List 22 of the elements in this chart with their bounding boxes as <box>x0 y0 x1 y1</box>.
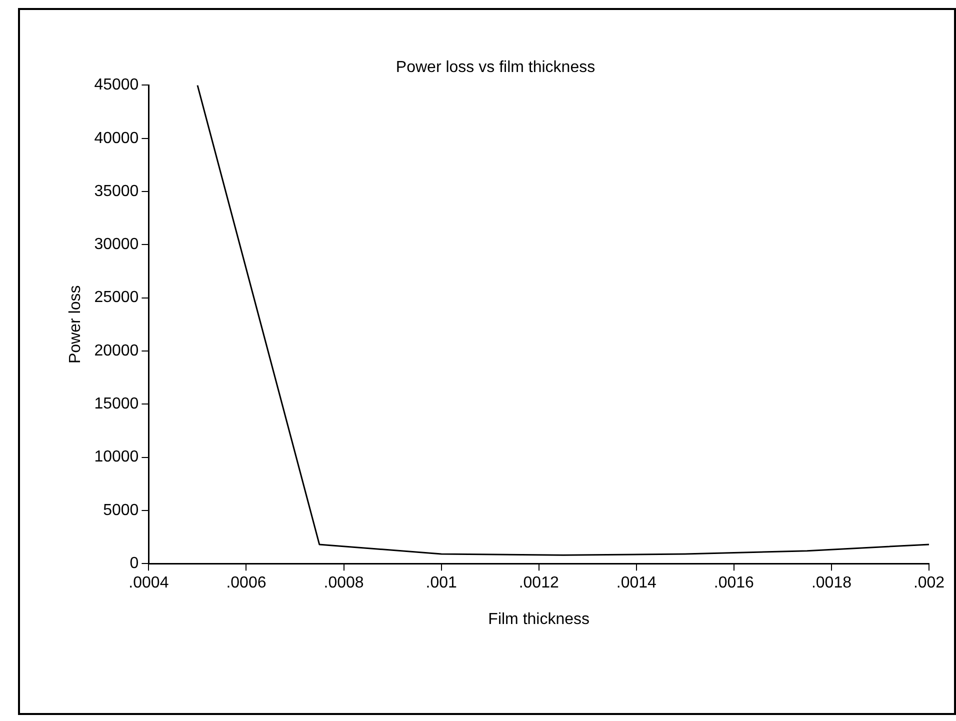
x-tick-label: .002 <box>913 574 945 592</box>
x-tick-label: .0008 <box>324 574 364 592</box>
x-tick-label: .0016 <box>714 574 754 592</box>
y-tick-label: 30000 <box>94 236 139 254</box>
y-axis-title: Power loss <box>67 285 84 364</box>
y-tick-label: 45000 <box>94 76 139 94</box>
y-tick-label: 15000 <box>94 396 139 413</box>
y-tick-label: 35000 <box>94 182 139 200</box>
x-tick-label: .0012 <box>518 574 559 592</box>
y-tick-label: 10000 <box>94 448 139 466</box>
x-axis-title: Film thickness <box>488 610 590 628</box>
x-tick-label: .0004 <box>128 574 169 592</box>
x-tick-label: .001 <box>426 574 457 592</box>
y-tick-label: 5000 <box>103 502 139 519</box>
x-tick-label: .0018 <box>811 574 852 592</box>
y-tick-label: 0 <box>130 555 139 572</box>
chart-title: Power loss vs film thickness <box>396 59 596 76</box>
y-tick-label: 20000 <box>94 342 139 360</box>
y-tick-label: 25000 <box>94 289 139 306</box>
y-tick-label: 40000 <box>94 130 139 147</box>
x-tick-label: .0006 <box>226 574 266 592</box>
x-tick-label: .0014 <box>616 574 656 592</box>
